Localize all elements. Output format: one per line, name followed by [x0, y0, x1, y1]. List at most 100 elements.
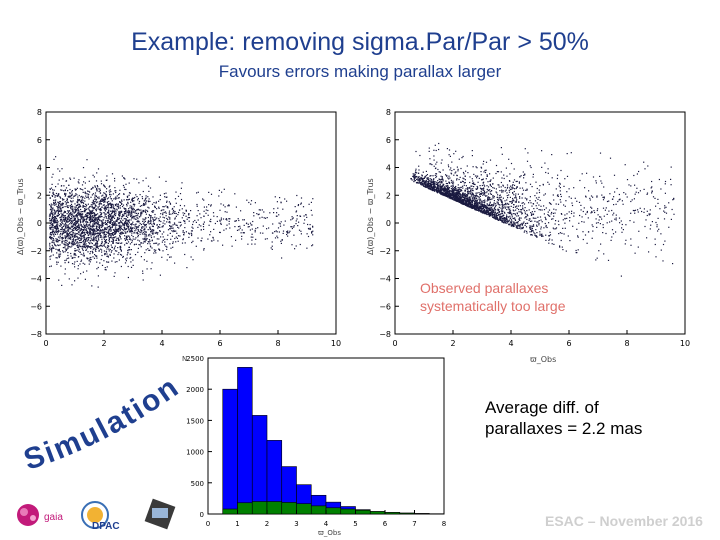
scatter-point — [190, 256, 192, 258]
scatter-point — [144, 239, 147, 241]
scatter-point — [74, 222, 76, 224]
scatter-point — [538, 209, 540, 211]
scatter-point — [82, 219, 84, 221]
scatter-point — [279, 197, 281, 199]
scatter-point — [560, 193, 562, 195]
scatter-point — [125, 210, 127, 212]
scatter-point — [150, 236, 153, 239]
scatter-point — [114, 187, 116, 189]
scatter-point — [88, 193, 90, 196]
scatter-point — [660, 249, 662, 251]
scatter-point — [109, 194, 111, 196]
scatter-point — [57, 261, 59, 263]
scatter-point — [128, 194, 130, 196]
scatter-point — [115, 231, 117, 233]
scatter-point — [483, 202, 486, 204]
scatter-point — [203, 249, 205, 251]
scatter-point — [179, 225, 181, 227]
scatter-point — [524, 211, 526, 213]
scatter-point — [192, 259, 194, 261]
scatter-point — [511, 214, 513, 216]
scatter-point — [510, 205, 512, 207]
scatter-point — [70, 242, 72, 244]
scatter-point — [440, 181, 442, 183]
scatter-point — [105, 217, 107, 219]
scatter-point — [451, 197, 453, 199]
scatter-point — [95, 198, 97, 200]
scatter-point — [110, 244, 112, 246]
scatter-point — [68, 210, 71, 212]
scatter-point — [127, 213, 129, 215]
scatter-point — [297, 225, 299, 227]
scatter-point — [468, 201, 470, 203]
scatter-point — [250, 200, 253, 202]
scatter-point — [179, 235, 181, 237]
scatter-point — [473, 194, 475, 196]
scatter-point — [56, 231, 58, 233]
scatter-point — [54, 217, 56, 219]
scatter-point — [513, 200, 515, 202]
scatter-point — [158, 200, 160, 202]
scatter-point — [81, 201, 83, 203]
scatter-point — [101, 236, 103, 238]
scatter-point — [457, 170, 459, 172]
scatter-point — [247, 243, 249, 245]
scatter-point — [311, 231, 313, 233]
scatter-point — [73, 229, 75, 231]
scatter-point — [554, 212, 556, 214]
scatter-point — [206, 206, 208, 208]
scatter-point — [70, 197, 72, 199]
scatter-point — [475, 166, 477, 168]
scatter-point — [128, 246, 130, 248]
scatter-point — [87, 203, 89, 205]
scatter-point — [420, 178, 422, 180]
scatter-point — [141, 205, 143, 207]
scatter-point — [66, 202, 68, 204]
scatter-point — [99, 216, 102, 218]
scatter-point — [115, 239, 117, 241]
scatter-point — [250, 203, 252, 205]
scatter-point — [117, 237, 119, 239]
scatter-point — [538, 189, 540, 191]
scatter-point — [57, 195, 59, 197]
scatter-point — [115, 236, 117, 238]
scatter-point — [118, 227, 120, 229]
scatter-point — [479, 208, 481, 210]
scatter-point — [248, 201, 250, 204]
scatter-point — [102, 231, 104, 233]
scatter-point — [85, 232, 88, 234]
scatter-point — [52, 233, 54, 235]
scatter-point — [77, 181, 79, 183]
scatter-point — [72, 238, 75, 240]
scatter-point — [113, 211, 115, 213]
scatter-point — [559, 246, 561, 248]
scatter-point — [586, 211, 588, 214]
scatter-point — [145, 238, 147, 240]
scatter-point — [163, 220, 165, 222]
scatter-point — [53, 214, 55, 216]
scatter-point — [566, 213, 568, 215]
scatter-point — [66, 231, 68, 233]
scatter-point — [275, 215, 277, 217]
scatter-point — [81, 211, 83, 213]
scatter-point — [118, 217, 121, 219]
scatter-point — [162, 239, 164, 241]
scatter-point — [64, 193, 66, 195]
scatter-point — [65, 225, 67, 227]
scatter-point — [98, 205, 100, 207]
scatter-point — [469, 176, 471, 178]
scatter-point — [622, 229, 624, 231]
scatter-point — [117, 247, 119, 249]
scatter-point — [108, 207, 110, 209]
scatter-point — [502, 215, 504, 217]
scatter-point — [646, 210, 648, 212]
scatter-point — [94, 232, 96, 234]
scatter-point — [145, 226, 147, 228]
scatter-point — [89, 229, 91, 231]
scatter-point — [462, 194, 464, 196]
scatter-point — [52, 224, 54, 227]
scatter-point — [112, 229, 114, 231]
scatter-point — [61, 202, 64, 204]
scatter-point — [129, 238, 131, 240]
